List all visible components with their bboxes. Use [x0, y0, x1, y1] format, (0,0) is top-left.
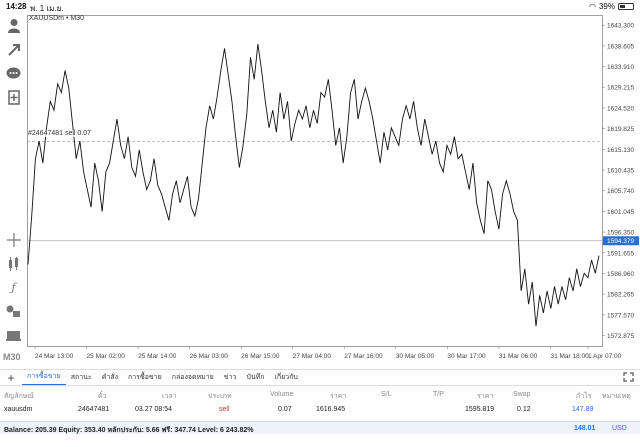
chart-canvas: 1643.300 1638.605 1633.910 1629.215 1624.520…	[27, 15, 639, 360]
y-tick-label: 1605.740	[607, 188, 634, 195]
y-tick-label: 1610.435	[607, 167, 634, 174]
header-tp: T/P	[433, 391, 444, 398]
toolbox-tabbar: + การซื้อขาย สถานะ คำสั่ง การซื้อขาย กล่…	[0, 369, 640, 386]
row-type: sell	[219, 406, 230, 413]
x-tick-label: 25 Mar 02:00	[87, 353, 126, 360]
battery-percent: 39%	[598, 2, 615, 11]
function-icon[interactable]: ƒ	[11, 281, 16, 294]
y-tick-label: 1643.300	[607, 23, 634, 30]
row-volume: 0.07	[278, 406, 292, 413]
add-document-icon[interactable]	[4, 88, 23, 107]
header-price: ราคา	[330, 393, 347, 400]
row-time: 03.27 08:54	[135, 406, 172, 413]
tab-exposure[interactable]: สถานะ	[70, 374, 92, 381]
row-price: 1616.945	[316, 406, 346, 413]
chat-icon[interactable]	[4, 64, 23, 83]
header-time: เวลา	[162, 393, 177, 400]
status-bar: 14:28 พ. 1 เม.ย. ◠ 39%	[0, 0, 640, 13]
x-tick-label: 31 Mar 18:00	[550, 353, 589, 360]
y-tick-label: 1624.520	[607, 105, 634, 112]
x-tick-label: 31 Mar 06:00	[499, 353, 538, 360]
y-tick-label: 1591.655	[607, 250, 634, 257]
wifi-icon: ◠	[589, 2, 596, 11]
y-tick-label: 1601.045	[607, 209, 634, 216]
status-date: พ. 1 เม.ย.	[30, 4, 64, 13]
x-tick-label: 27 Mar 04:00	[293, 353, 332, 360]
indicators-icon[interactable]	[4, 254, 23, 273]
battery-icon	[618, 3, 634, 10]
header-current-price: ราคา	[477, 393, 494, 400]
add-tab-button[interactable]: +	[7, 370, 15, 385]
status-time: 14:28	[6, 2, 27, 11]
header-ticket: ตั๋ว	[98, 393, 107, 400]
plot-frame	[27, 15, 603, 347]
header-profit: กำไร	[576, 393, 592, 400]
row-symbol: xauusdm	[4, 406, 33, 413]
x-tick-label: 27 Mar 16:00	[344, 353, 383, 360]
x-tick-label: 25 Mar 14:00	[138, 353, 177, 360]
y-tick-label: 1638.605	[607, 43, 634, 50]
battery-fill	[620, 5, 625, 8]
order-line-label[interactable]: #24647481 sell 0.07	[28, 130, 92, 137]
header-sl: S/L	[381, 391, 392, 398]
tab-trade[interactable]: การซื้อขาย	[22, 371, 66, 385]
balance-summary: Balance: 205.39 Equity: 353.40 หลักประกั…	[4, 427, 254, 434]
y-tick-label: 1596.350	[607, 230, 634, 237]
left-toolbar: ƒ M30	[0, 12, 27, 368]
y-tick-label: 1629.215	[607, 85, 634, 92]
current-price-label: 1594.379	[607, 238, 634, 245]
trade-table-header: สัญลักษณ์ ตั๋ว เวลา ประเภท Volume ราคา S…	[0, 388, 640, 402]
crosshair-icon[interactable]	[4, 230, 23, 249]
y-tick-label: 1577.570	[607, 312, 634, 319]
tab-news[interactable]: ข่าว	[223, 374, 237, 381]
x-tick-label: 30 Mar 05:00	[396, 353, 435, 360]
header-note: หมายเหตุ	[602, 393, 631, 400]
header-type: ประเภท	[208, 393, 232, 400]
chart-symbol-label: XAUUSDm • M30	[29, 15, 84, 22]
balance-bar: Balance: 205.39 Equity: 353.40 หลักประกั…	[0, 421, 640, 434]
person-icon[interactable]	[4, 16, 23, 35]
y-tick-label: 1615.130	[607, 147, 634, 154]
table-row[interactable]: xauusdm 24647481 03.27 08:54 sell 0.07 1…	[0, 403, 640, 417]
header-volume: Volume	[270, 391, 294, 398]
expand-icon[interactable]	[623, 372, 634, 385]
status-right: ◠ 39%	[589, 2, 634, 11]
y-tick-label: 1582.265	[607, 292, 634, 299]
x-tick-label: 1 Apr 07:00	[588, 353, 622, 360]
account-currency: USD	[612, 425, 627, 432]
row-ticket: 24647481	[78, 406, 110, 413]
x-tick-label: 24 Mar 13:00	[35, 353, 74, 360]
row-current-price: 1595.819	[465, 406, 495, 413]
header-swap: Swap	[513, 391, 531, 398]
header-symbol: สัญลักษณ์	[4, 393, 34, 400]
tab-mailbox[interactable]: กล่องจดหมาย	[171, 374, 214, 381]
x-tick-label: 26 Mar 03:00	[190, 353, 229, 360]
y-tick-label: 1586.960	[607, 271, 634, 278]
timeframe-button[interactable]: M30	[3, 352, 21, 362]
row-profit: 147.89	[572, 406, 594, 413]
quick-trade-icon[interactable]	[4, 326, 23, 345]
row-swap: 0.12	[517, 406, 531, 413]
y-tick-label: 1572.875	[607, 333, 634, 340]
tab-orders[interactable]: คำสั่ง	[101, 374, 119, 381]
exit-arrow-icon[interactable]	[4, 40, 23, 59]
price-chart[interactable]: 1643.300 1638.605 1633.910 1629.215 1624.520…	[27, 12, 640, 368]
y-tick-label: 1619.825	[607, 126, 634, 133]
x-tick-label: 26 Mar 15:00	[241, 353, 280, 360]
tab-history[interactable]: การซื้อขาย	[128, 374, 162, 381]
price-series-line	[27, 44, 600, 327]
tab-journal[interactable]: บันทึก	[246, 374, 265, 381]
home-area	[0, 434, 640, 447]
y-tick-label: 1633.910	[607, 64, 634, 71]
current-price-tag	[603, 236, 639, 246]
tab-about[interactable]: เกี่ยวกับ	[274, 374, 298, 381]
total-profit: 148.01	[574, 425, 596, 432]
objects-icon[interactable]	[4, 302, 23, 321]
x-tick-label: 30 Mar 17:00	[447, 353, 486, 360]
